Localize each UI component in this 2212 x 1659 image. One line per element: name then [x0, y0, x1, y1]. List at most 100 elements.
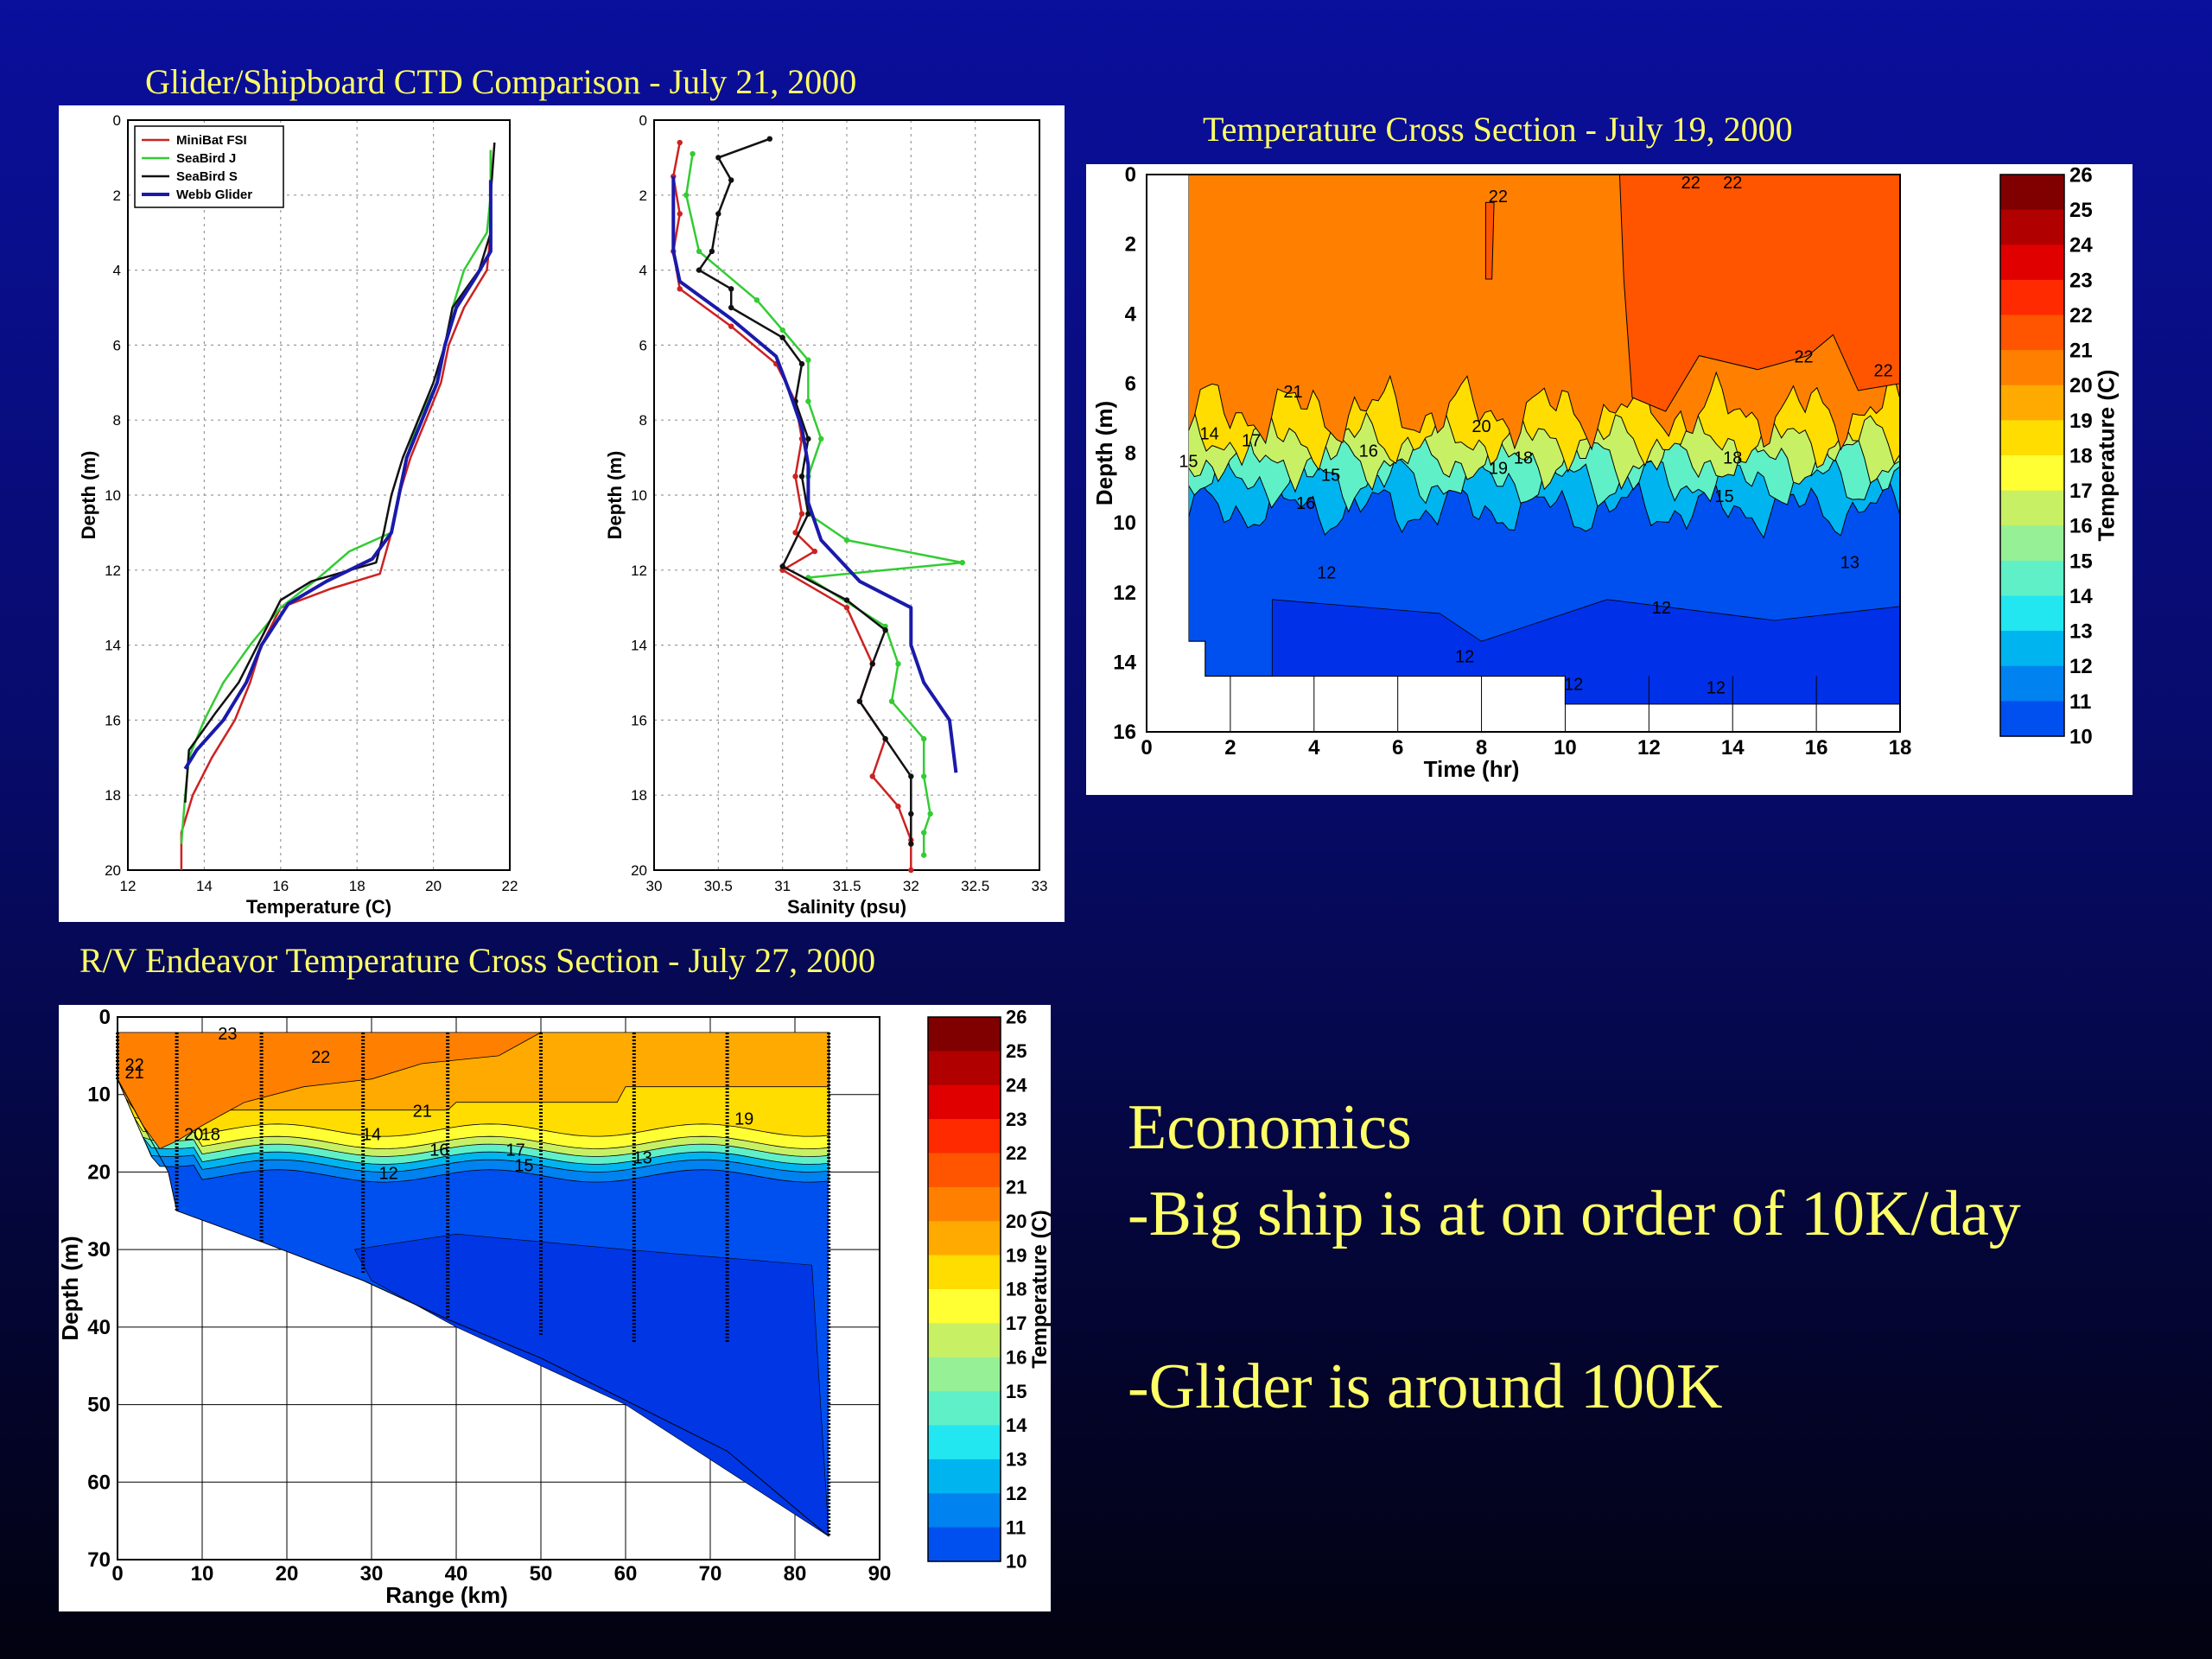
x-axis-label: Range (km)	[385, 1582, 508, 1608]
contour-label: 20	[1471, 417, 1491, 436]
y-tick-label: 12	[631, 563, 647, 579]
y-axis-label: Depth (m)	[59, 1236, 83, 1340]
contour-label: 12	[1317, 564, 1336, 583]
colorbar-segment	[928, 1051, 1001, 1086]
contour-label: 18	[1723, 448, 1742, 467]
y-tick-label: 2	[1125, 233, 1136, 257]
colorbar-segment	[2000, 315, 2064, 351]
contour-label: 21	[124, 1064, 143, 1083]
colorbar-segment	[928, 1425, 1001, 1460]
data-point	[792, 474, 798, 480]
x-tick-label: 10	[1554, 736, 1577, 760]
data-point	[908, 841, 914, 847]
colorbar-tick-label: 22	[1006, 1142, 1027, 1164]
colorbar-tick-label: 15	[2069, 550, 2093, 573]
y-tick-label: 16	[105, 712, 121, 728]
data-point	[805, 511, 811, 517]
colorbar-frame	[1999, 174, 2065, 737]
colorbar-tick-label: 16	[2069, 515, 2093, 538]
data-point	[696, 267, 702, 273]
contour-label: 19	[734, 1110, 753, 1129]
x-tick-label: 2	[1224, 736, 1236, 760]
contour-label: 20	[184, 1126, 203, 1145]
y-tick-label: 20	[631, 862, 647, 879]
colorbar-frame	[927, 1016, 1001, 1562]
contour-label: 19	[1489, 460, 1508, 479]
x-tick-label: 12	[120, 878, 137, 894]
colorbar-segment	[928, 1527, 1001, 1562]
y-tick-label: 4	[639, 263, 647, 279]
y-tick-label: 10	[631, 487, 647, 504]
contour-label: 22	[1723, 174, 1742, 193]
colorbar-segment	[2000, 175, 2064, 211]
data-point	[843, 537, 850, 543]
colorbar-tick-label: 13	[2069, 620, 2093, 644]
y-tick-label: 12	[105, 563, 121, 579]
contour-label: 15	[1714, 487, 1733, 506]
contour-label: 12	[1652, 599, 1671, 618]
y-tick-label: 30	[87, 1238, 111, 1262]
series-line-seabird-j	[684, 153, 964, 855]
contour-label: 15	[514, 1156, 533, 1175]
colorbar-tick-label: 17	[1006, 1313, 1027, 1334]
colorbar-segment	[2000, 665, 2064, 702]
contour-label: 18	[1514, 448, 1533, 467]
x-tick-label: 31	[774, 878, 791, 894]
colorbar-tick-label: 23	[2069, 269, 2093, 292]
x-tick-label: 22	[502, 878, 518, 894]
colorbar-tick-label: 16	[1006, 1346, 1027, 1368]
colorbar-tick-label: 22	[2069, 304, 2093, 327]
contour-label: 22	[311, 1048, 330, 1067]
colorbar-tick-label: 18	[1006, 1279, 1027, 1300]
colorbar-segment	[2000, 701, 2064, 737]
x-tick-label: 12	[1637, 736, 1661, 760]
colorbar-tick-label: 14	[2069, 585, 2093, 608]
contour-label: 16	[1359, 442, 1378, 461]
colorbar-segment	[928, 1186, 1001, 1222]
colorbar-segment	[2000, 245, 2064, 281]
x-tick-label: 0	[111, 1562, 123, 1586]
y-tick-label: 12	[1113, 582, 1136, 605]
colorbar-segment	[928, 1459, 1001, 1494]
contour-label: 21	[1283, 383, 1302, 402]
y-tick-label: 20	[87, 1160, 111, 1184]
x-tick-label: 14	[1721, 736, 1745, 760]
y-tick-label: 0	[113, 112, 121, 129]
contour-label: 12	[378, 1164, 397, 1183]
x-tick-label: 14	[196, 878, 213, 894]
colorbar-label: Temperature (C)	[2094, 370, 2120, 542]
x-tick-label: 90	[868, 1562, 892, 1586]
x-tick-label: 60	[614, 1562, 638, 1586]
contour-label: 16	[1296, 494, 1315, 513]
economics-line-glider: -Glider is around 100K	[1128, 1351, 1723, 1422]
legend-entry: Webb Glider	[176, 188, 252, 202]
colorbar-label: Temperature (C)	[1028, 1210, 1051, 1369]
data-point	[798, 360, 805, 367]
contour-label: 14	[362, 1126, 381, 1145]
contour-label: 21	[413, 1103, 432, 1122]
colorbar-segment	[2000, 279, 2064, 316]
data-point	[728, 304, 734, 311]
y-tick-label: 14	[105, 638, 121, 654]
colorbar-tick-label: 24	[1006, 1074, 1027, 1096]
data-point	[805, 357, 811, 363]
data-point	[753, 297, 760, 303]
y-tick-label: 40	[87, 1316, 111, 1339]
data-point	[798, 474, 805, 480]
contour-label: 12	[1707, 679, 1726, 698]
x-tick-label: 33	[1032, 878, 1048, 894]
contour-label: 18	[201, 1126, 220, 1145]
contour-label: 22	[1873, 362, 1892, 381]
contour-label: 22	[1794, 348, 1813, 367]
contour-label: 22	[124, 1056, 143, 1075]
x-tick-label: 80	[784, 1562, 807, 1586]
data-point	[728, 177, 734, 183]
colorbar-segment	[928, 1153, 1001, 1188]
data-point	[869, 773, 875, 779]
contour-label: 23	[218, 1025, 237, 1044]
legend-entry: SeaBird S	[176, 169, 238, 184]
no-data-region	[1147, 175, 1189, 732]
x-tick-label: 30	[360, 1562, 384, 1586]
data-point	[895, 661, 901, 667]
